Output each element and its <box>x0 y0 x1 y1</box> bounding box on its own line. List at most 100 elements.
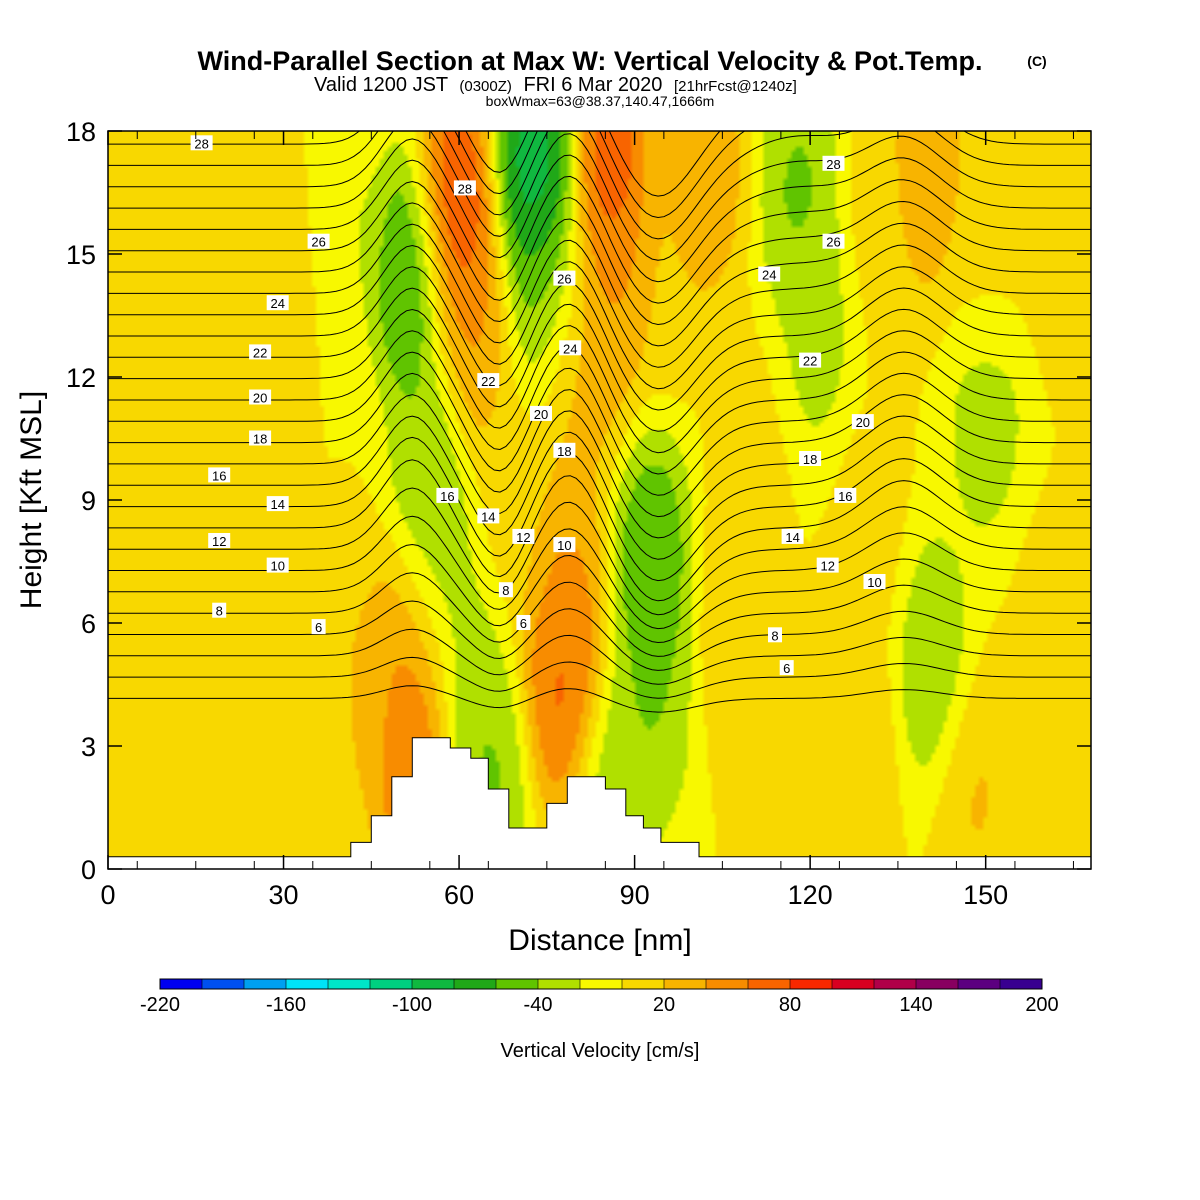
theta-contour-line <box>108 159 1091 304</box>
axes-labels: Distance [nm] Height [Kft MSL] <box>15 391 692 957</box>
theta-contour-line <box>108 572 1091 657</box>
plot-area: 28 26 24 22 20 18 16 14 12 10 8 6 28 26 24 22 20 18 16 14 12… <box>66 117 1092 910</box>
contour-label-text: 8 <box>502 583 509 598</box>
contour-label-bg <box>266 557 289 573</box>
theta-contour-line <box>108 202 1091 347</box>
theta-contour-line <box>108 266 1091 411</box>
colorbar-swatch <box>328 979 371 989</box>
theta-contour-label: 12 <box>816 557 839 574</box>
contour-label-bg <box>822 155 845 171</box>
theta-contour-line <box>108 656 1091 699</box>
contour-label-text: 28 <box>826 157 840 172</box>
title-block: Wind-Parallel Section at Max W: Vertical… <box>198 46 1047 109</box>
y-tick-label: 18 <box>66 117 96 147</box>
contour-label-text: 16 <box>212 468 226 483</box>
contour-label-bg <box>553 442 576 458</box>
colorbar-swatch <box>160 979 203 989</box>
theta-contour-line <box>108 330 1091 475</box>
theta-contour-line <box>108 131 1091 261</box>
theta-contour-line <box>108 287 1091 432</box>
colorbar-swatch <box>874 979 917 989</box>
colorbar-tick-label: 20 <box>653 994 675 1016</box>
y-axis-title: Height [Kft MSL] <box>15 391 48 609</box>
theta-contour-label: 18 <box>799 451 822 467</box>
theta-contour-line <box>108 138 1091 283</box>
contour-label-text: 16 <box>440 489 454 504</box>
theta-contour-label: 18 <box>249 430 272 447</box>
vertical-velocity-field <box>108 131 1091 869</box>
contour-label-bg <box>822 233 845 249</box>
colorbar-swatch <box>832 979 875 989</box>
colorbar-swatch <box>286 979 329 989</box>
contour-label-bg <box>249 389 272 405</box>
theta-contour-label: 20 <box>530 405 552 422</box>
y-tick-label: 6 <box>81 609 96 639</box>
contour-label-text: 12 <box>516 530 530 545</box>
theta-contour-label: 16 <box>436 487 459 504</box>
colorbar-swatch <box>244 979 287 989</box>
theta-contour-label: 18 <box>553 442 576 459</box>
theta-contour-label: 8 <box>212 602 227 619</box>
theta-contour-line <box>108 180 1091 326</box>
contour-label-text: 12 <box>820 559 834 574</box>
colorbar-swatch <box>790 979 833 989</box>
theta-contour-label: 6 <box>779 660 794 676</box>
axis-ticks: 0 30 60 90 120 150 0 3 6 9 12 15 18 <box>66 117 1091 910</box>
contour-label-bg <box>311 619 326 635</box>
contour-label-bg <box>799 451 822 466</box>
theta-contour-label: 8 <box>498 582 513 598</box>
contour-label-bg <box>249 344 272 360</box>
theta-contour-label: 22 <box>799 352 822 369</box>
theta-contour-line <box>108 459 1091 602</box>
colorbar-swatch <box>496 979 539 989</box>
contour-label-bg <box>266 496 289 512</box>
contour-label-bg <box>190 135 213 151</box>
contour-label-bg <box>477 508 500 524</box>
contour-label-bg <box>212 602 227 618</box>
theta-contour-label: 24 <box>559 340 582 356</box>
contour-label-text: 14 <box>270 497 284 512</box>
theta-contour-label: 14 <box>781 528 804 545</box>
theta-contour-label: 20 <box>851 414 874 430</box>
contour-label-bg <box>530 405 552 421</box>
contour-label-text: 20 <box>253 391 267 406</box>
colorbar-swatch <box>370 979 413 989</box>
contour-label-bg <box>516 615 531 630</box>
colorbar-tick-label: -160 <box>266 994 306 1016</box>
x-axis-title: Distance [nm] <box>508 924 691 957</box>
theta-contour-label: 16 <box>834 487 857 504</box>
contour-label-text: 24 <box>270 296 284 311</box>
theta-contour-line <box>108 351 1091 496</box>
subtitle-utc: (0300Z) <box>459 78 512 95</box>
theta-contour-label: 14 <box>477 508 500 524</box>
colorbar-swatch <box>916 979 959 989</box>
terrain-profile <box>107 737 1092 870</box>
contour-label-text: 18 <box>253 432 267 447</box>
contour-label-bg <box>816 557 839 573</box>
colorbar-tick-label: 200 <box>1025 994 1058 1016</box>
theta-contour-label: 26 <box>307 233 330 250</box>
contour-label-text: 22 <box>253 345 267 360</box>
theta-contour-label: 22 <box>249 344 272 360</box>
contour-label-text: 22 <box>803 354 817 369</box>
theta-contour-label: 6 <box>516 615 531 631</box>
contour-label-text: 18 <box>557 444 571 459</box>
theta-contour-label: 10 <box>553 537 576 553</box>
x-tick-label: 30 <box>269 880 299 910</box>
contour-label-text: 24 <box>762 268 776 283</box>
contour-label-bg <box>863 574 886 589</box>
box-wmax-caption: boxWmax=63@38.37,140.47,1666m <box>486 93 715 109</box>
theta-contour-line <box>108 543 1091 644</box>
theta-contour-label: 20 <box>249 389 272 406</box>
contour-label-text: 22 <box>481 374 495 389</box>
x-tick-label: 0 <box>100 880 115 910</box>
y-tick-label: 15 <box>66 240 96 270</box>
contour-label-text: 28 <box>194 136 208 151</box>
contour-label-text: 26 <box>311 235 325 250</box>
contour-label-bg <box>851 414 874 430</box>
contour-label-text: 14 <box>481 509 495 524</box>
contour-label-text: 18 <box>803 452 817 467</box>
theta-contour-label: 14 <box>266 496 289 512</box>
colorbar-swatch <box>580 979 623 989</box>
